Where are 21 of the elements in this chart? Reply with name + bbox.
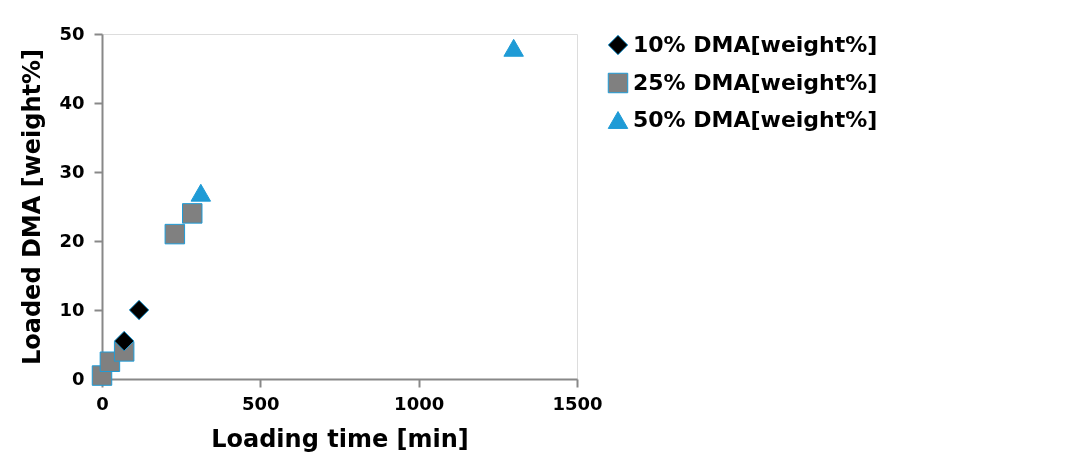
x-tick-label: 1500: [552, 392, 603, 414]
x-tick-label: 0: [96, 392, 109, 414]
x-axis-title: Loading time [min]: [211, 424, 469, 453]
point: [190, 183, 212, 202]
y-tick-label: 10: [59, 298, 85, 320]
y-axis-title: Loaded DMA [weight%]: [18, 48, 47, 366]
y-tick-label: 40: [59, 91, 85, 113]
legend-label: 50% DMA[weight%]: [633, 107, 878, 132]
point: [128, 299, 150, 321]
point: [113, 330, 135, 352]
legend-label: 25% DMA[weight%]: [633, 70, 878, 95]
x-tick-label: 500: [242, 392, 280, 414]
point: [503, 38, 524, 57]
y-tick-label: 50: [59, 22, 85, 44]
x-tick-label: 1000: [394, 392, 445, 414]
point: [182, 203, 203, 224]
y-tick-label: 0: [71, 367, 85, 389]
y-tick-label: 20: [59, 229, 85, 251]
legend-label: 10% DMA[weight%]: [633, 32, 878, 57]
point: [164, 223, 186, 245]
y-tick-label: 30: [59, 160, 85, 182]
